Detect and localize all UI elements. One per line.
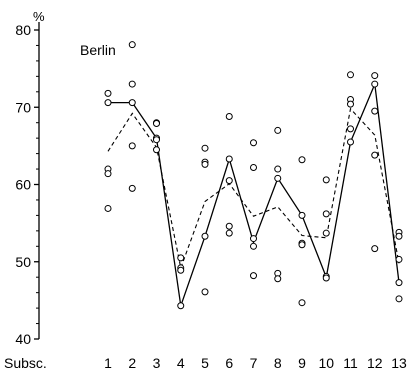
scatter-point <box>395 279 403 287</box>
x-tick-label: 10 <box>318 355 334 371</box>
x-axis-header: Subsc. <box>4 355 47 371</box>
scatter-point <box>395 295 403 303</box>
x-tick-label: 4 <box>177 355 185 371</box>
scatter-point <box>250 139 257 147</box>
scatter-point <box>104 89 112 97</box>
y-tick-label: 40 <box>15 331 31 347</box>
y-tick-label: 70 <box>15 99 31 115</box>
x-tick-labels: 1 2 3 4 5 6 7 8 9 10 11 12 13 <box>104 355 407 371</box>
city-annotation: Berlin <box>80 42 116 58</box>
scatter-point <box>371 151 379 159</box>
scatter-point <box>250 235 257 243</box>
scatter-point <box>128 41 136 49</box>
scatter-point <box>128 99 136 107</box>
scatter-point <box>201 160 209 168</box>
scatter-point <box>104 204 112 212</box>
scatter-point <box>298 211 306 219</box>
scatter-point <box>371 107 379 115</box>
scatter-point <box>347 100 354 108</box>
scatter-point <box>274 165 282 173</box>
scatter-point <box>395 232 403 240</box>
scatter-point <box>250 272 257 280</box>
scatter-point <box>201 144 209 152</box>
scatter-point <box>225 113 233 121</box>
scatter-point <box>177 266 185 274</box>
scatter-point <box>298 241 306 249</box>
x-tick-label: 8 <box>274 355 282 371</box>
data-points <box>104 41 403 310</box>
scatter-point <box>250 242 257 250</box>
scatter-point <box>104 99 112 107</box>
scatter-point <box>322 210 330 218</box>
x-tick-label: 5 <box>201 355 209 371</box>
scatter-point <box>371 80 379 88</box>
x-tick-label: 11 <box>343 355 358 371</box>
scatter-point <box>104 170 112 178</box>
scatter-point <box>347 138 354 146</box>
scatter-point <box>322 229 330 237</box>
scatter-point <box>274 174 282 182</box>
scatter-point <box>153 119 160 127</box>
scatter-point <box>201 232 209 240</box>
x-tick-label: 3 <box>153 355 161 371</box>
scatter-point <box>225 155 233 163</box>
x-tick-label: 13 <box>391 355 407 371</box>
x-tick-label: 7 <box>250 355 258 371</box>
scatter-point <box>225 222 233 230</box>
y-ticks: 40 50 60 70 80 <box>15 22 39 347</box>
scatter-point <box>201 288 209 296</box>
scatter-point <box>153 146 160 154</box>
scatter-point <box>322 176 330 184</box>
scatter-point <box>225 229 233 237</box>
scatter-point <box>347 71 354 79</box>
x-tick-label: 9 <box>298 355 306 371</box>
x-tick-label: 6 <box>225 355 233 371</box>
y-tick-label: 80 <box>15 22 31 38</box>
scatter-point <box>322 274 330 282</box>
scatter-point <box>298 156 306 164</box>
scatter-point <box>177 254 185 262</box>
scatter-point <box>274 126 282 134</box>
x-tick-label: 1 <box>104 355 112 371</box>
scatter-point <box>128 80 136 88</box>
scatter-point <box>153 136 160 144</box>
scatter-point <box>225 177 233 185</box>
scatter-point <box>128 142 136 150</box>
scatter-point <box>298 299 306 307</box>
y-unit-label: % <box>33 9 45 24</box>
scatter-point <box>128 184 136 192</box>
y-tick-label: 50 <box>15 254 31 270</box>
x-tick-label: 12 <box>367 355 383 371</box>
scatter-point <box>250 164 257 172</box>
x-tick-label: 2 <box>128 355 136 371</box>
scatter-point <box>371 72 379 80</box>
scatter-point <box>347 125 354 133</box>
scatter-point <box>274 275 282 283</box>
y-tick-label: 60 <box>15 177 31 193</box>
scatter-point <box>371 245 379 253</box>
scatter-point <box>177 302 185 310</box>
scatter-point <box>395 255 403 263</box>
